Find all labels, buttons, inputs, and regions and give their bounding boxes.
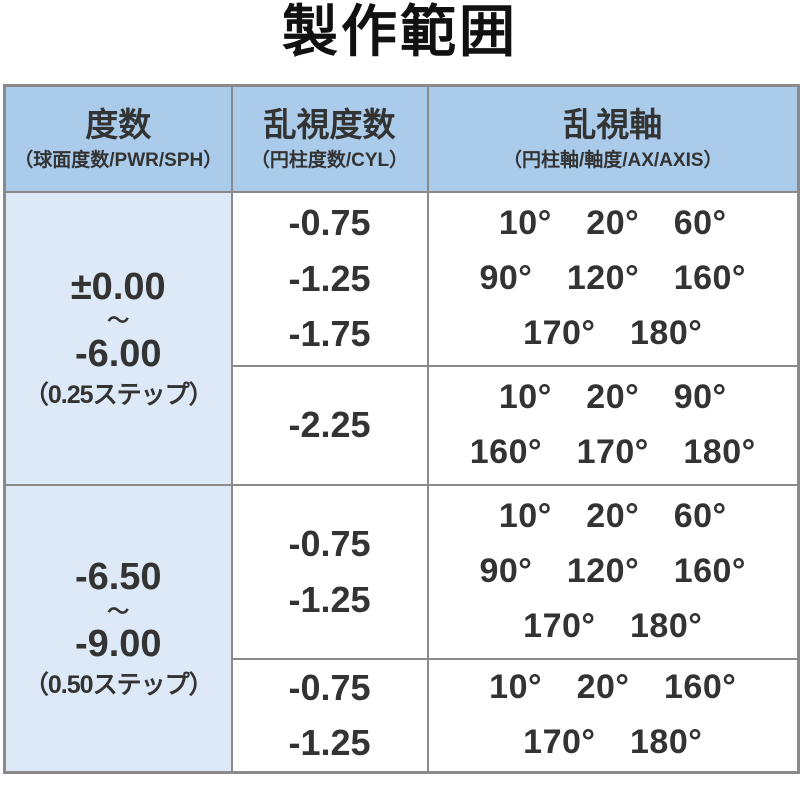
axis-values-line: 170° 180°	[523, 723, 703, 762]
cyl-value: -1.25	[288, 722, 371, 764]
header-cyl-sub: （円柱度数/CYL）	[250, 150, 409, 172]
header-axis-main: 乱視軸	[563, 105, 663, 143]
axis-cell: 10° 20° 60° 90° 120° 160° 170° 180°	[426, 190, 800, 367]
axis-values-line: 160° 170° 180°	[469, 433, 756, 471]
cyl-value: -1.25	[288, 257, 371, 299]
axis-values-line: 170° 180°	[523, 314, 703, 353]
tilde: 〜	[107, 308, 130, 334]
cyl-value: -1.25	[288, 578, 371, 620]
power-to: -6.00	[74, 333, 162, 376]
cyl-cell: -2.25	[230, 364, 429, 486]
cyl-value: -0.75	[288, 201, 371, 243]
production-range-table: 度数 （球面度数/PWR/SPH） 乱視度数 （円柱度数/CYL） 乱視軸 （円…	[3, 84, 800, 775]
header-row: 度数 （球面度数/PWR/SPH） 乱視度数 （円柱度数/CYL） 乱視軸 （円…	[3, 84, 800, 193]
axis-values-line: 10° 20° 90°	[498, 377, 727, 416]
power-step: （0.50ステップ）	[23, 670, 214, 699]
cyl-cell: -0.75 -1.25	[230, 483, 429, 660]
axis-values-line: 10° 20° 160°	[489, 668, 737, 707]
axis-values-line: 10° 20° 60°	[498, 496, 727, 535]
header-axis-sub: （円柱軸/軸度/AX/AXIS）	[502, 150, 723, 172]
axis-cell: 10° 20° 60° 90° 120° 160° 170° 180°	[426, 483, 800, 660]
page-title: 製作範囲	[282, 0, 518, 63]
axis-values-line: 90° 120° 160°	[479, 551, 747, 590]
header-axis: 乱視軸 （円柱軸/軸度/AX/AXIS）	[426, 84, 800, 193]
axis-cell: 10° 20° 90° 160° 170° 180°	[426, 364, 800, 486]
tilde: 〜	[107, 598, 130, 624]
axis-values-line: 90° 120° 160°	[479, 258, 747, 297]
axis-values-line: 10° 20° 60°	[498, 203, 727, 242]
cyl-value: -0.75	[288, 666, 371, 708]
header-power-sub: （球面度数/PWR/SPH）	[14, 150, 223, 172]
axis-values-line: 170° 180°	[523, 607, 703, 646]
cyl-value: -1.75	[288, 313, 371, 355]
power-to: -9.00	[74, 623, 162, 666]
table-row: -0.75 -1.25 10° 20° 160° 170° 180°	[5, 657, 800, 774]
cyl-value: -2.25	[288, 404, 371, 446]
table-row: -2.25 10° 20° 90° 160° 170° 180°	[5, 364, 800, 486]
table-row: -6.50 〜 -9.00 （0.50ステップ） -0.75 -1.25 10°…	[3, 483, 800, 774]
cyl-value: -0.75	[288, 522, 371, 564]
power-range-cell-group2: -6.50 〜 -9.00 （0.50ステップ）	[3, 483, 233, 774]
header-cyl: 乱視度数 （円柱度数/CYL）	[230, 84, 429, 193]
power-from: ±0.00	[70, 265, 166, 308]
header-cyl-main: 乱視度数	[263, 105, 396, 143]
header-power: 度数 （球面度数/PWR/SPH）	[3, 84, 233, 193]
cyl-cell: -0.75 -1.25	[230, 657, 429, 774]
power-step: （0.25ステップ）	[23, 380, 214, 409]
table-row: ±0.00 〜 -6.00 （0.25ステップ） -0.75 -1.25 -1.…	[3, 190, 800, 486]
cyl-cell: -0.75 -1.25 -1.75	[230, 190, 429, 367]
power-range-cell-group1: ±0.00 〜 -6.00 （0.25ステップ）	[3, 190, 233, 486]
header-power-main: 度数	[85, 105, 152, 143]
axis-cell: 10° 20° 160° 170° 180°	[426, 657, 800, 774]
power-from: -6.50	[74, 556, 162, 599]
